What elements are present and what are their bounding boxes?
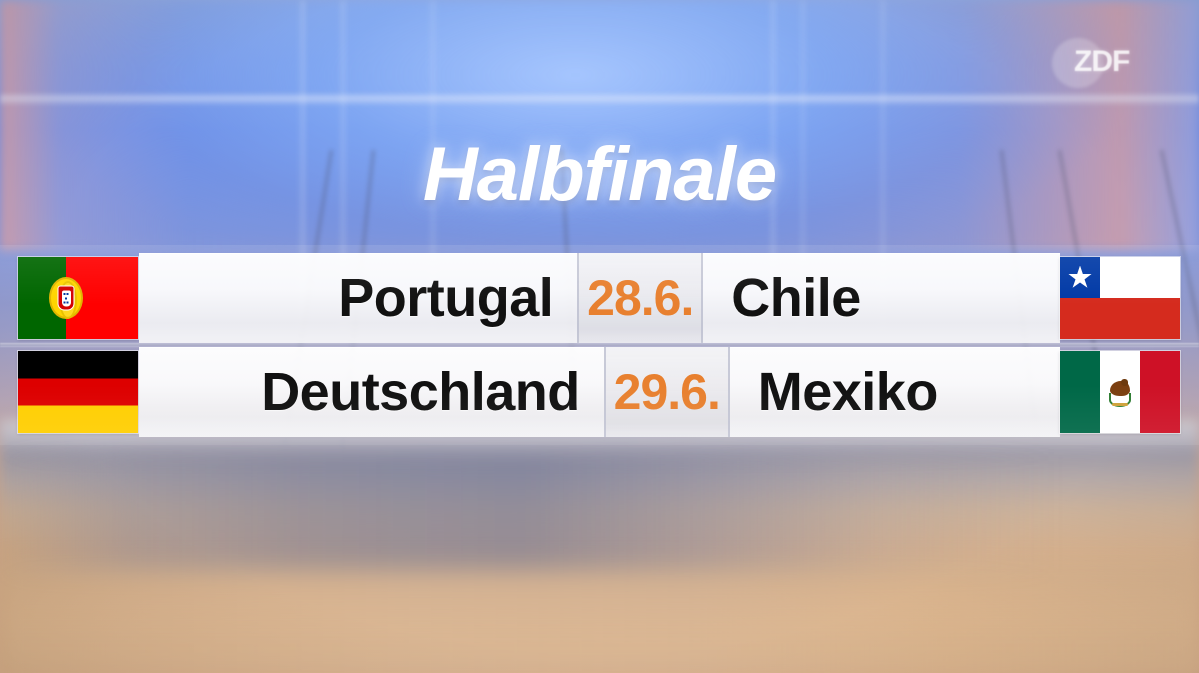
flag-portugal-icon [18,257,138,339]
background-deck-blur [0,560,1199,673]
match-date: 29.6. [613,364,721,420]
background-sky [0,0,1199,250]
away-team-name: Mexiko [757,362,939,422]
flag-germany-icon [18,351,138,433]
flag-mexico-icon [1060,351,1181,433]
home-team-cell: Portugal [139,253,578,343]
match-date-cell: 29.6. [603,347,730,437]
home-flag-cell [0,253,139,343]
home-team-name: Deutschland [261,362,580,422]
flag-chile-icon [1060,257,1181,339]
zdf-logo: ZDF [1052,36,1158,90]
table-row: Portugal 28.6. Chile [0,253,1199,343]
away-flag-cell [1060,347,1199,437]
page-title: Halbfinale [422,132,777,217]
portugal-coat-of-arms-icon [49,277,83,320]
away-team-name: Chile [731,268,861,328]
chile-star-icon [1068,265,1092,288]
away-team-cell: Mexiko [729,347,1061,437]
table-row: Deutschland 29.6. Mexiko [0,347,1199,437]
match-date: 28.6. [587,270,694,326]
background-horizon-band [0,92,1199,106]
fixture-table: Portugal 28.6. Chile Deutschland [0,253,1199,437]
background-quay-blur [0,455,1199,575]
match-date-cell: 28.6. [577,253,704,343]
home-team-cell: Deutschland [139,347,604,437]
away-flag-cell [1060,253,1199,343]
zdf-logo-disc [1052,38,1104,88]
home-flag-cell [0,347,139,437]
away-team-cell: Chile [703,253,1061,343]
zdf-logo-text: ZDF [1074,45,1130,78]
mexico-eagle-emblem-icon [1107,377,1133,407]
home-team-name: Portugal [338,268,554,328]
